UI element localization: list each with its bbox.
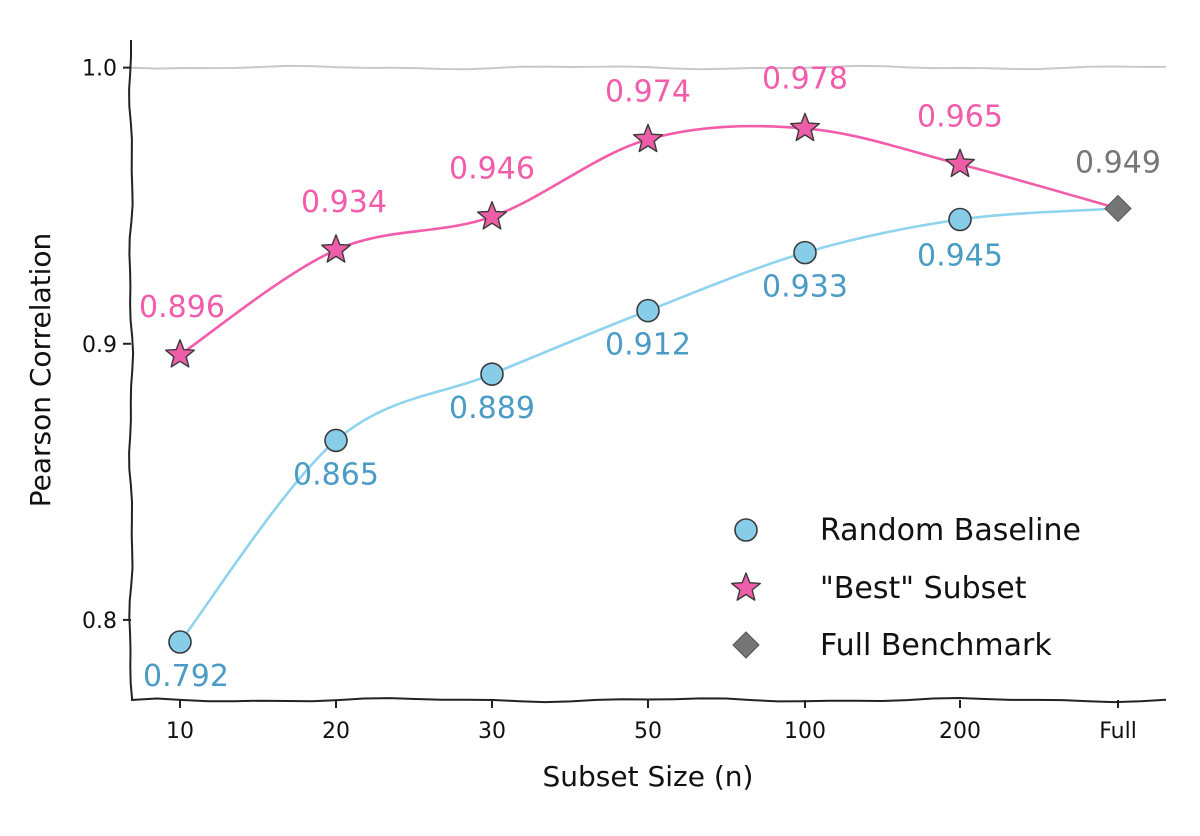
best-subset-point bbox=[477, 201, 507, 230]
full-benchmark-point bbox=[1104, 194, 1132, 223]
legend: Random Baseline "Best" Subset Full Benchma… bbox=[731, 513, 1081, 663]
x-tick-label: 20 bbox=[322, 719, 350, 744]
legend-label: Random Baseline bbox=[820, 513, 1081, 548]
best-subset-point bbox=[633, 123, 663, 153]
y-axis-title: Pearson Correlation bbox=[24, 233, 57, 508]
random-baseline-point bbox=[636, 298, 660, 323]
full-benchmark-data-label: 0.949 bbox=[1075, 145, 1161, 180]
x-tick-label: 10 bbox=[166, 719, 194, 744]
y-axis-ticks: 0.8 0.9 1.0 bbox=[82, 57, 131, 634]
gridline-1-0 bbox=[130, 64, 1166, 71]
legend-best-marker bbox=[731, 572, 761, 601]
random-baseline-point bbox=[324, 428, 348, 453]
best-subset-data-label: 0.896 bbox=[139, 290, 225, 325]
best-subset-point bbox=[321, 234, 351, 263]
random-baseline-data-label: 0.889 bbox=[449, 391, 535, 426]
x-tick-label: 50 bbox=[634, 719, 662, 744]
best-subset-data-label: 0.974 bbox=[605, 74, 691, 109]
y-tick-label: 0.9 bbox=[82, 333, 117, 358]
x-tick-label: 100 bbox=[784, 719, 826, 744]
y-tick-label: 1.0 bbox=[82, 57, 117, 82]
random-baseline-data-label: 0.792 bbox=[143, 659, 229, 694]
best-subset-point bbox=[165, 339, 195, 368]
random-baseline-point bbox=[793, 240, 817, 265]
x-axis-title: Subset Size (n) bbox=[543, 760, 754, 793]
random-baseline-data-label: 0.912 bbox=[605, 328, 691, 363]
best-subset-data-label: 0.965 bbox=[917, 99, 1003, 134]
best-subset-data-label: 0.978 bbox=[762, 61, 848, 96]
y-axis-line bbox=[128, 40, 135, 701]
legend-random-marker bbox=[734, 518, 758, 542]
best-subset-data-label: 0.934 bbox=[301, 185, 387, 220]
x-axis-line bbox=[130, 696, 1167, 704]
random-baseline-data-label: 0.945 bbox=[917, 238, 1003, 273]
x-tick-label: 30 bbox=[478, 719, 506, 744]
data-labels: 0.792 0.865 0.889 0.912 0.933 0.945 0.896 0.934… bbox=[139, 61, 1161, 694]
x-tick-label: Full bbox=[1099, 719, 1137, 744]
series-markers bbox=[165, 112, 1132, 654]
random-baseline-point bbox=[168, 630, 192, 654]
best-subset-data-label: 0.946 bbox=[449, 152, 535, 187]
y-tick-label: 0.8 bbox=[82, 609, 117, 634]
legend-label: Full Benchmark bbox=[820, 628, 1052, 663]
random-baseline-data-label: 0.933 bbox=[762, 270, 848, 305]
random-baseline-point bbox=[480, 362, 504, 386]
best-subset-point bbox=[790, 112, 820, 142]
legend-label: "Best" Subset bbox=[820, 571, 1027, 606]
best-subset-point bbox=[945, 148, 975, 178]
random-baseline-point bbox=[948, 207, 972, 232]
random-baseline-data-label: 0.865 bbox=[293, 457, 379, 492]
gridlines bbox=[130, 64, 1166, 71]
x-tick-label: 200 bbox=[939, 719, 981, 744]
x-axis-ticks: 10 20 30 50 100 200 Full bbox=[166, 700, 1137, 744]
axes bbox=[128, 40, 1167, 704]
legend-full-marker bbox=[732, 631, 760, 659]
